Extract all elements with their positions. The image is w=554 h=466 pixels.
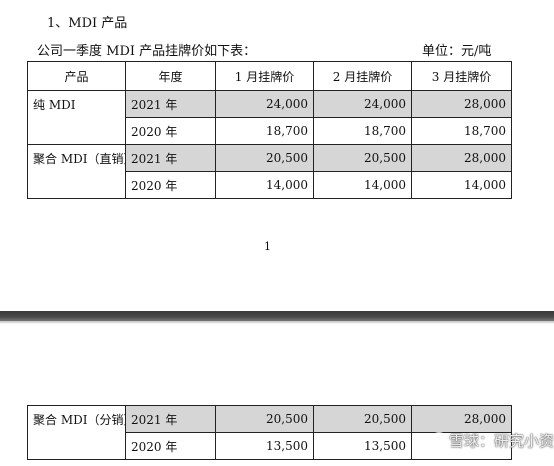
header-jan: 1 月挂牌价 [215,61,314,91]
year-cell: 2020 年 [125,117,216,145]
mar-price-cell: 28,000 [411,90,512,118]
feb-price-cell: 13,500 [313,432,412,460]
mar-price-cell: 28,000 [411,405,512,433]
section-title: 1、MDI 产品 [47,16,128,31]
price-table-continued: 聚合 MDI（分销） 2021 年 20,500 20,500 28,000 2… [27,405,512,460]
unit-label: 单位：元/吨 [422,44,492,59]
mar-price-cell: 28,000 [411,144,512,172]
year-cell: 2020 年 [125,432,216,460]
year-cell: 2021 年 [125,144,216,172]
table-header-row: 产品 年度 1 月挂牌价 2 月挂牌价 3 月挂牌价 [27,61,512,91]
product-cell: 聚合 MDI（直销） [27,144,126,199]
product-cell: 纯 MDI [27,90,126,145]
table-row: 2020 年 14,000 14,000 14,000 [28,171,512,199]
table-row: 纯 MDI 2021 年 24,000 24,000 28,000 [27,90,512,145]
feb-price-cell: 14,000 [313,171,412,199]
jan-price-cell: 20,500 [215,144,314,172]
header-mar: 3 月挂牌价 [411,61,512,91]
mar-price-cell [411,432,512,460]
jan-price-cell: 20,500 [215,405,314,433]
watermark-text: 雪球：研究小资 [449,432,554,450]
year-cell: 2021 年 [125,405,216,433]
feb-price-cell: 18,700 [313,117,412,145]
page-number: 1 [264,240,271,253]
chat-bubble-icon [431,432,447,446]
mar-price-cell: 18,700 [411,117,512,145]
jan-price-cell: 18,700 [215,117,314,145]
header-year: 年度 [125,61,216,91]
page-break-bar [0,311,554,321]
table-row: 聚合 MDI（分销） 2021 年 20,500 20,500 28,000 [27,405,512,460]
jan-price-cell: 13,500 [215,432,314,460]
table-row: 2020 年 18,700 18,700 18,700 [28,117,512,145]
page-break-shadow [0,321,554,324]
feb-price-cell: 20,500 [313,405,412,433]
table-intro: 公司一季度 MDI 产品挂牌价如下表： [37,44,257,59]
year-cell: 2021 年 [125,90,216,118]
mar-price-cell: 14,000 [411,171,512,199]
year-cell: 2020 年 [125,171,216,199]
feb-price-cell: 24,000 [313,90,412,118]
header-feb: 2 月挂牌价 [313,61,412,91]
feb-price-cell: 20,500 [313,144,412,172]
table-row: 聚合 MDI（直销） 2021 年 20,500 20,500 28,000 [27,144,512,199]
jan-price-cell: 14,000 [215,171,314,199]
table-row: 2020 年 13,500 13,500 [28,432,512,460]
jan-price-cell: 24,000 [215,90,314,118]
product-cell: 聚合 MDI（分销） [27,405,126,460]
price-table: 产品 年度 1 月挂牌价 2 月挂牌价 3 月挂牌价 纯 MDI 2021 年 … [27,61,512,199]
header-product: 产品 [27,61,126,91]
